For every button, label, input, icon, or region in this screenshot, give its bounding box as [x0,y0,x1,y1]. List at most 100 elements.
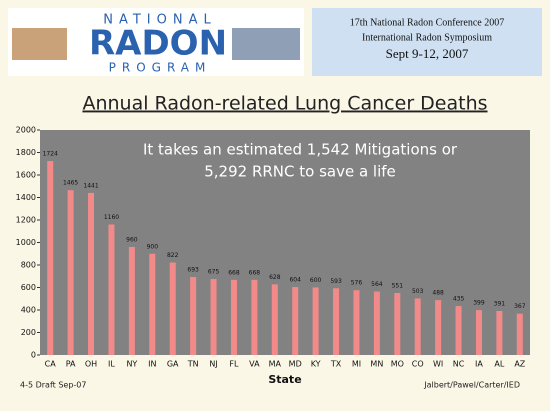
y-tick-label: 1000 [16,238,36,247]
x-tick-label: MO [391,360,404,369]
data-label: 604 [289,277,301,284]
data-label: 822 [167,252,179,259]
x-tick-label: NC [453,360,465,369]
bar [190,277,197,355]
x-tick-label: KY [311,360,321,369]
x-tick-label: CA [45,360,57,369]
data-label: 600 [310,277,322,284]
footer-text: 4-5 Draft Sep-07 [20,381,86,390]
bar [394,293,401,355]
x-tick-label: IA [475,360,483,369]
data-label: 551 [392,283,404,290]
x-tick-label: MI [352,360,361,369]
y-tick-label: 200 [21,328,36,337]
y-tick-label: 800 [21,261,36,270]
data-label: 593 [330,278,342,285]
bar [149,253,156,355]
x-tick-label: OH [85,360,97,369]
conference-text: Sept 9-12, 2007 [386,46,469,61]
chart-title: Annual Radon-related Lung Cancer Deaths [82,93,487,115]
data-label: 488 [432,290,444,297]
y-tick-label: 600 [21,283,36,292]
bar [271,284,278,355]
footer-text: Jalbert/Pawel/Carter/IED [423,381,520,390]
bar [128,247,135,355]
data-label: 1465 [63,180,78,187]
logo-text: RADON [89,24,227,64]
x-tick-label: FL [229,360,239,369]
plot-area [40,130,530,355]
x-tick-label: TX [330,360,342,369]
x-tick-label: AL [494,360,504,369]
bar [435,300,442,355]
y-tick-label: 1800 [16,148,36,157]
conference-box [312,8,542,76]
bar [373,291,380,355]
data-label: 399 [473,300,485,307]
bar [312,287,319,355]
conference-text: 17th National Radon Conference 2007 [350,17,504,28]
data-label: 693 [187,267,199,274]
logo-photo [232,28,300,60]
y-tick-label: 2000 [16,126,36,135]
bar [88,192,95,355]
x-tick-label: VA [249,360,260,369]
y-tick-label: 0 [31,351,36,360]
x-tick-label: GA [167,360,179,369]
bar [251,279,258,355]
x-tick-label: IL [108,360,115,369]
x-tick-label: MN [370,360,383,369]
logo-photo [12,28,67,60]
bar [67,190,74,355]
x-tick-label: MA [269,360,282,369]
bar [230,279,237,355]
data-label: 900 [147,243,159,250]
bar [108,224,115,355]
data-label: 1441 [83,182,98,189]
data-label: 1724 [43,151,58,158]
data-label: 1160 [104,214,119,221]
y-tick-label: 1400 [16,193,36,202]
data-label: 503 [412,288,424,295]
x-tick-label: TN [187,360,199,369]
bar [169,262,176,355]
y-tick-label: 1200 [16,216,36,225]
x-tick-label: NY [126,360,137,369]
bar [475,310,482,355]
data-label: 668 [249,269,261,276]
conference-text: International Radon Symposium [362,32,492,43]
data-label: 668 [228,269,240,276]
x-tick-label: AZ [514,360,525,369]
bar [455,306,462,355]
data-label: 564 [371,281,383,288]
data-label: 391 [494,301,506,308]
data-label: 435 [453,296,465,303]
logo-text: NATIONAL [103,13,216,28]
bar [496,311,503,355]
x-axis-label: State [268,373,301,386]
bar [353,290,360,355]
data-label: 960 [126,237,138,244]
x-tick-label: MD [289,360,302,369]
x-tick-label: WI [433,360,443,369]
data-label: 576 [351,280,363,287]
bar [414,298,421,355]
y-tick-label: 400 [21,306,36,315]
x-tick-label: IN [148,360,156,369]
annotation: It takes an estimated 1,542 Mitigations … [143,141,458,159]
logo-text: PROGRAM [109,61,212,75]
bar [333,288,340,355]
y-tick-label: 1600 [16,171,36,180]
x-tick-label: NJ [209,360,217,369]
annotation: 5,292 RRNC to save a life [204,163,396,181]
data-label: 367 [514,303,526,310]
bar [210,279,217,355]
bar [47,161,54,355]
bar [516,313,523,355]
x-tick-label: CO [412,360,424,369]
bar [292,287,299,355]
data-label: 628 [269,274,281,281]
data-label: 675 [208,269,220,276]
x-tick-label: PA [66,360,76,369]
